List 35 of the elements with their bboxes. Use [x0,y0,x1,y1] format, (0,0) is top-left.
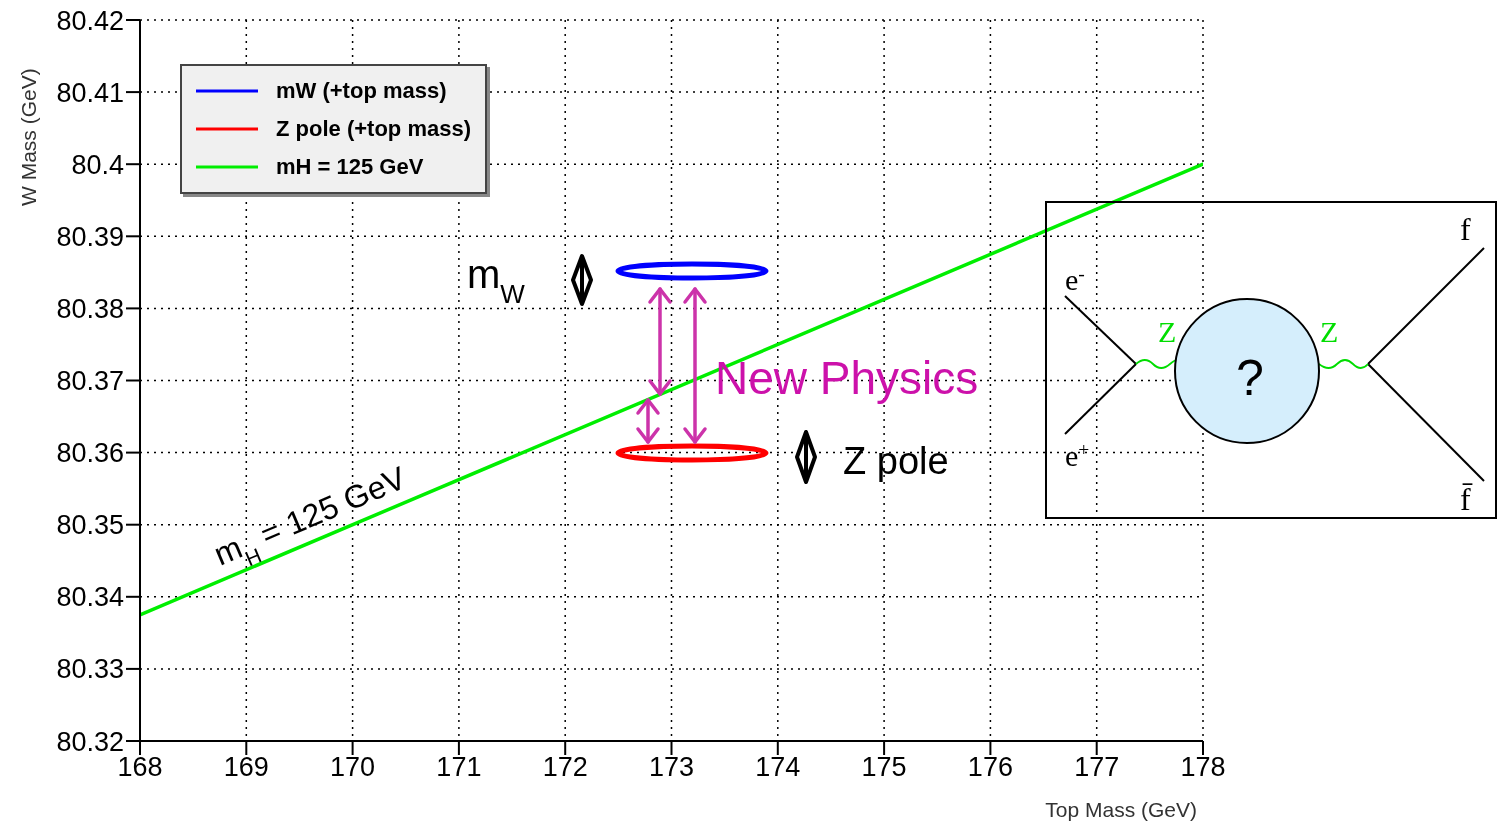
annotation: e$^{-}$ [1065,262,1085,296]
x-tick-label: 174 [755,752,801,783]
annotation: Z pole [843,440,949,482]
y-tick-label: 80.35 [56,510,124,541]
y-tick-label: 80.38 [56,293,124,324]
annotation: mW (+top mass) [276,78,447,104]
y-axis-title: W Mass (GeV) [17,68,40,206]
x-tick-label: 171 [436,752,482,783]
legend-label: mH = 125 GeV [276,154,424,180]
x-tick-label: 170 [330,752,376,783]
x-tick-label: 176 [967,752,1013,783]
y-tick-label: 80.36 [56,438,124,469]
text: f̄ [1460,481,1471,517]
text: f [1460,211,1471,247]
x-tick-label: 175 [861,752,907,783]
annotation: Z [1158,315,1177,348]
annotation: m$_{W}$ [467,252,526,309]
annotation: New Physics [715,352,979,404]
x-tick-label: 169 [223,752,269,783]
x-tick-label: 172 [542,752,588,783]
x-tick-label: 173 [648,752,695,783]
y-tick-label: 80.34 [56,582,124,613]
x-tick-label: 177 [1074,752,1120,783]
x-tick-label: 178 [1180,752,1226,783]
y-tick-label: 80.4 [71,149,124,180]
y-tick-label: 80.33 [56,654,124,685]
y-tick-label: 80.42 [56,5,124,36]
text: ? [1236,350,1264,406]
x-axis-title: Top Mass (GeV) [1045,798,1197,821]
y-tick-label: 80.41 [56,77,124,108]
text: Z [1320,315,1339,348]
y-tick-label: 80.37 [56,366,124,397]
annotation: Z pole (+top mass) [276,116,471,142]
y-tick-label: 80.39 [56,221,124,252]
annotation: e$^{+}$ [1065,438,1090,472]
